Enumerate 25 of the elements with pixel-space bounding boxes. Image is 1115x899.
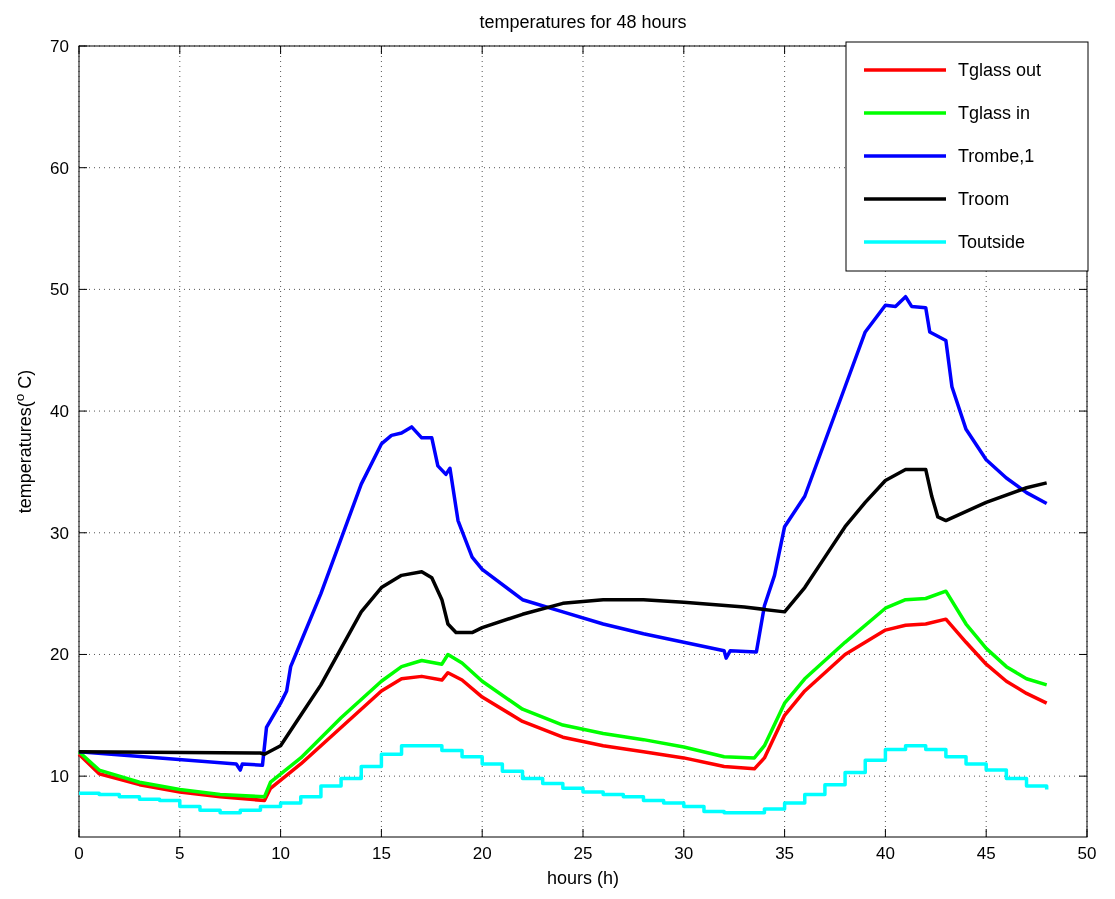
x-tick-label: 25: [573, 844, 593, 863]
y-tick-label: 50: [50, 280, 69, 300]
legend-label: Tglass out: [958, 60, 1042, 80]
y-tick-label: 10: [50, 767, 69, 787]
x-tick-label: 45: [976, 844, 996, 863]
y-tick-label: 20: [50, 645, 69, 665]
x-tick-label: 40: [875, 844, 895, 863]
y-tick-label: 40: [50, 402, 69, 422]
x-tick-label: 5: [175, 844, 185, 863]
y-tick-label: 60: [50, 158, 69, 178]
x-tick-label: 30: [674, 844, 694, 863]
legend-label: Toutside: [958, 232, 1026, 252]
x-tick-label: 50: [1077, 844, 1097, 863]
x-tick-label: 15: [371, 844, 391, 863]
x-axis-title: hours (h): [546, 868, 620, 888]
x-tick-label: 0: [74, 844, 84, 863]
legend-label: Troom: [958, 189, 1010, 209]
legend-label: Tglass in: [958, 103, 1031, 123]
y-tick-label: 70: [50, 37, 69, 56]
chart-title: temperatures for 48 hours: [479, 12, 687, 32]
x-tick-label: 35: [775, 844, 795, 863]
x-tick-label: 10: [271, 844, 291, 863]
y-tick-label: 30: [50, 523, 69, 543]
legend-label: Trombe,1: [958, 146, 1035, 166]
x-tick-label: 20: [472, 844, 492, 863]
